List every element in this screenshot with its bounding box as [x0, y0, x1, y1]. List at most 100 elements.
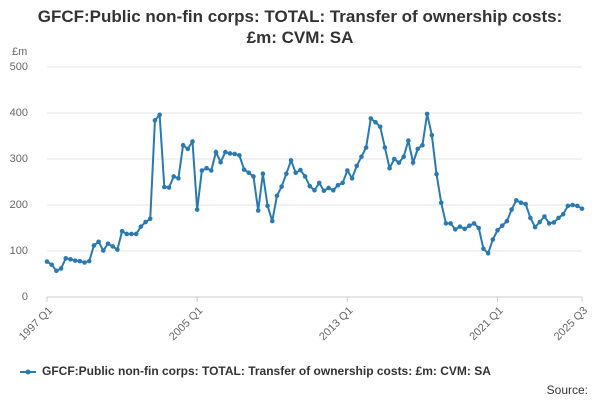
data-point: [490, 237, 496, 242]
data-point: [471, 221, 477, 226]
legend-marker: [25, 369, 31, 375]
data-point: [316, 180, 322, 186]
data-point: [185, 146, 191, 152]
x-tick-label: 1997 Q1: [17, 305, 55, 343]
data-point: [119, 228, 125, 234]
data-point: [429, 132, 435, 138]
data-point: [255, 208, 261, 213]
data-point: [115, 247, 120, 252]
data-point: [86, 258, 92, 264]
data-point: [420, 142, 425, 148]
data-point: [462, 226, 467, 232]
data-point: [218, 159, 223, 165]
data-point: [176, 176, 181, 181]
data-point: [246, 170, 252, 176]
data-point: [54, 268, 59, 274]
data-point: [457, 224, 463, 229]
data-point: [396, 160, 402, 165]
data-point: [485, 251, 491, 256]
data-point: [284, 171, 289, 177]
data-point: [251, 174, 256, 179]
data-point: [77, 258, 83, 264]
data-point: [382, 145, 388, 150]
data-point: [481, 246, 486, 251]
data-point: [190, 139, 195, 144]
chart-title: GFCF:Public non-fin corps: TOTAL: Transf…: [37, 7, 563, 47]
data-point: [330, 187, 336, 193]
data-point: [532, 224, 538, 230]
data-point: [434, 171, 439, 177]
data-point: [377, 124, 383, 130]
data-point: [312, 187, 317, 193]
data-point: [335, 182, 341, 188]
data-point: [326, 185, 331, 191]
data-point: [537, 219, 543, 225]
data-point: [579, 206, 585, 211]
data-point: [523, 201, 528, 207]
data-point: [499, 223, 505, 228]
data-point: [575, 203, 580, 209]
data-point: [410, 160, 416, 165]
x-tick-label: 2005 Q1: [167, 305, 205, 343]
data-point: [391, 156, 397, 162]
data-point: [96, 239, 101, 245]
data-point: [401, 154, 406, 159]
data-point: [265, 203, 270, 209]
data-point: [415, 146, 421, 152]
data-point: [354, 163, 360, 169]
data-point: [152, 118, 158, 123]
y-tick-label: 200: [10, 199, 28, 211]
y-tick-label: 100: [10, 245, 28, 257]
data-point: [513, 198, 519, 203]
data-point: [44, 259, 50, 264]
data-point: [166, 185, 172, 190]
data-point: [58, 266, 64, 271]
data-point: [204, 165, 209, 171]
y-axis-unit: £m: [12, 46, 27, 58]
data-point: [363, 145, 369, 150]
data-point: [359, 154, 364, 159]
data-point: [237, 153, 242, 158]
data-point: [293, 170, 299, 176]
data-point: [110, 244, 116, 249]
y-tick-label: 0: [22, 291, 28, 303]
data-point: [542, 214, 547, 219]
data-point: [570, 202, 575, 208]
x-tick-label: 2021 Q1: [467, 305, 505, 343]
data-point: [302, 174, 308, 179]
data-point: [452, 227, 458, 232]
data-point: [129, 231, 134, 237]
data-point: [194, 207, 200, 212]
data-point: [565, 203, 571, 209]
data-point: [288, 158, 294, 163]
data-point: [518, 200, 524, 205]
data-point: [101, 248, 106, 253]
data-point: [406, 138, 411, 143]
data-point: [133, 231, 139, 237]
data-point: [63, 256, 69, 261]
data-point: [147, 216, 153, 222]
data-point: [340, 180, 345, 186]
y-tick-label: 400: [10, 107, 28, 119]
data-point: [105, 241, 111, 246]
data-point: [321, 188, 327, 194]
data-point: [438, 200, 444, 205]
legend-label: GFCF:Public non-fin corps: TOTAL: Transf…: [42, 364, 491, 378]
data-point: [476, 225, 482, 231]
data-point: [124, 231, 130, 237]
data-point: [143, 219, 148, 225]
data-point: [467, 223, 472, 228]
data-point: [298, 167, 303, 173]
data-point: [274, 193, 280, 199]
data-point: [260, 171, 266, 177]
data-point: [68, 256, 73, 262]
data-point: [91, 243, 97, 248]
data-point: [528, 215, 533, 221]
data-point: [213, 149, 219, 155]
data-point: [373, 119, 378, 125]
data-point: [556, 215, 561, 221]
data-point: [82, 260, 87, 265]
data-point: [180, 142, 186, 148]
x-tick-label: 2025 Q3: [552, 305, 590, 343]
